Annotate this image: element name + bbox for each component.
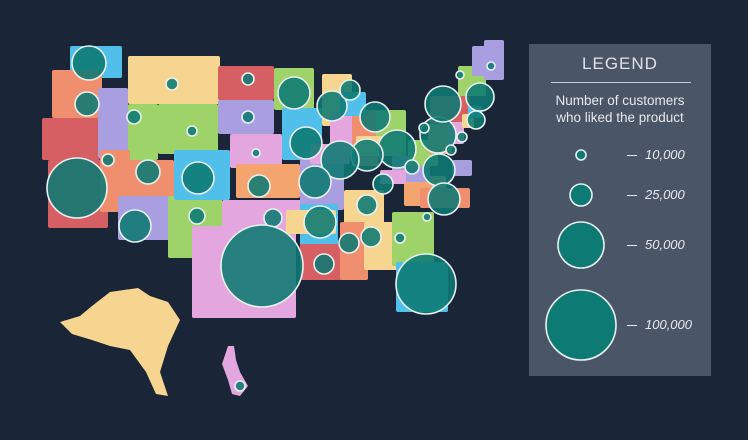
customer-bubble	[135, 159, 161, 185]
customer-bubble	[422, 212, 432, 222]
customer-bubble	[46, 157, 108, 219]
customer-bubble	[247, 174, 271, 198]
customer-bubble	[289, 126, 323, 160]
legend-dash	[627, 325, 637, 326]
legend-title: LEGEND	[582, 54, 658, 73]
customer-bubble	[418, 122, 430, 134]
legend-dash	[627, 195, 637, 196]
customer-bubble	[404, 159, 420, 175]
legend-bubble-25000	[569, 183, 593, 207]
customer-bubble	[427, 182, 461, 216]
customer-bubble	[263, 208, 283, 228]
legend-value: 100,000	[645, 317, 692, 332]
customer-bubble	[356, 194, 378, 216]
customer-bubble	[339, 79, 361, 101]
customer-bubble	[241, 72, 255, 86]
legend-bubble-10000	[575, 149, 587, 161]
legend-divider	[551, 82, 691, 83]
customer-bubble	[126, 109, 142, 125]
customer-bubble	[186, 125, 198, 137]
legend-subtitle-line-2: who liked the product	[556, 110, 684, 125]
customer-bubble	[165, 77, 179, 91]
alaska-shape	[60, 288, 180, 396]
customer-bubble	[188, 207, 206, 225]
customer-bubble	[360, 226, 382, 248]
customer-bubble	[445, 144, 457, 156]
state-shape	[484, 40, 504, 80]
legend-value: 10,000	[645, 147, 685, 162]
customer-bubble	[313, 253, 335, 275]
legend-bubble-100000	[545, 289, 617, 361]
customer-bubble	[181, 161, 215, 195]
customer-bubble	[316, 90, 348, 122]
legend-circles	[545, 149, 617, 361]
customer-bubble	[372, 173, 394, 195]
customer-bubble	[101, 153, 115, 167]
customer-bubble	[395, 253, 457, 315]
customer-bubble	[251, 148, 261, 158]
customer-bubble	[424, 85, 462, 123]
customer-bubbles	[46, 45, 496, 392]
legend-dash	[627, 245, 637, 246]
customer-bubble	[455, 70, 465, 80]
customer-bubble	[118, 209, 152, 243]
customer-bubble	[394, 232, 406, 244]
customer-bubble	[465, 82, 495, 112]
state-shape	[392, 212, 434, 266]
legend-subtitle: Number of customers who liked the produc…	[529, 92, 711, 126]
legend-dash	[627, 155, 637, 156]
state-shape	[98, 88, 128, 158]
customer-bubble	[74, 91, 100, 117]
customer-bubble	[320, 140, 360, 180]
legend-value: 50,000	[645, 237, 685, 252]
customer-bubble	[298, 165, 332, 199]
customer-bubble	[466, 110, 486, 130]
customer-bubble	[422, 153, 456, 187]
customer-bubble	[234, 380, 246, 392]
customer-bubble	[486, 61, 496, 71]
legend-subtitle-line-1: Number of customers	[555, 93, 685, 108]
customer-bubble	[456, 131, 468, 143]
customer-bubble	[303, 205, 337, 239]
customer-bubble	[220, 224, 304, 308]
state-shape	[452, 160, 472, 176]
legend-value: 25,000	[645, 187, 685, 202]
customer-bubble	[71, 45, 107, 81]
state-shape	[42, 118, 100, 160]
state-shape	[222, 200, 302, 234]
legend-panel: LEGEND Number of customers who liked the…	[529, 44, 711, 376]
customer-bubble	[241, 110, 255, 124]
legend-bubble-50000	[557, 221, 605, 269]
customer-bubble	[338, 232, 360, 254]
customer-bubble	[359, 101, 391, 133]
customer-bubble	[277, 76, 311, 110]
